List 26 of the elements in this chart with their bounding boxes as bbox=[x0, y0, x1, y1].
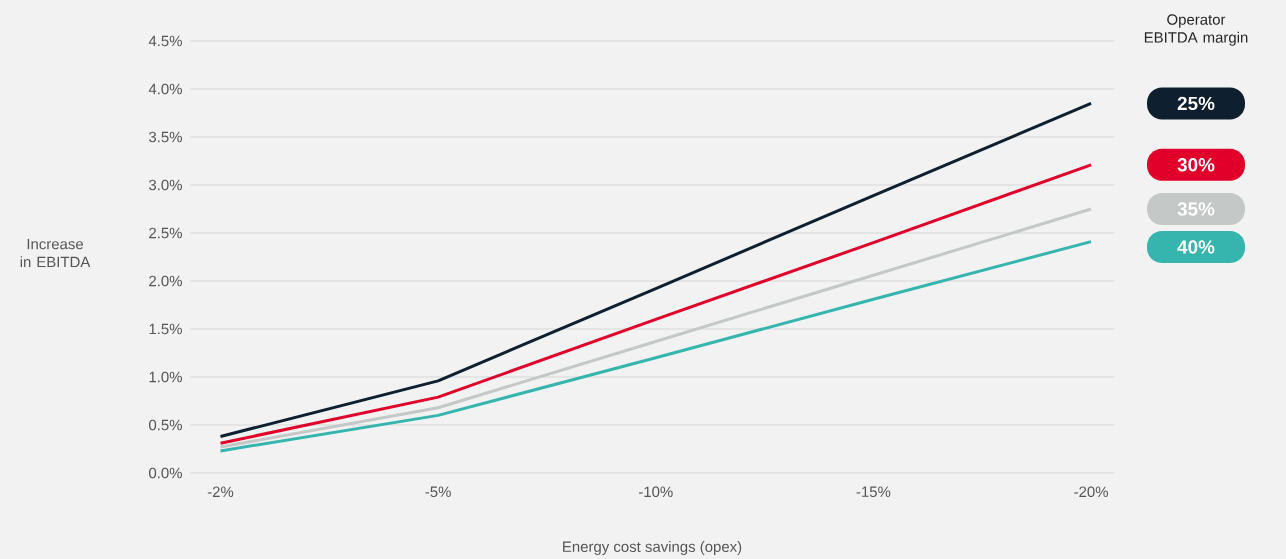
y-tick-label: 3.5% bbox=[148, 131, 182, 143]
y-tick-label: 3.0% bbox=[148, 179, 182, 191]
y-tick-label: 0.5% bbox=[149, 419, 182, 431]
y-tick-label: 2.5% bbox=[149, 227, 182, 239]
text: 40% bbox=[1177, 240, 1215, 254]
text: 25% bbox=[1177, 96, 1215, 111]
line-series bbox=[218, 101, 1093, 438]
x-tick-label: -15% bbox=[856, 486, 891, 498]
text: 35% bbox=[1177, 202, 1215, 216]
text: 30% bbox=[1177, 158, 1215, 172]
y-tick-label: 4.5% bbox=[148, 35, 182, 47]
line-series bbox=[218, 163, 1093, 445]
y-axis-title: Increase in EBITDA bbox=[20, 238, 91, 268]
x-tick-label: -20% bbox=[1074, 486, 1108, 498]
y-tick-label: 1.5% bbox=[149, 323, 182, 335]
y-tick-label: 2.0% bbox=[149, 275, 182, 287]
line-series bbox=[218, 207, 1093, 449]
legend-title: Operator EBITDA margin bbox=[1144, 14, 1248, 46]
y-tick-label: 1.0% bbox=[149, 371, 182, 383]
x-tick-label: -5% bbox=[425, 486, 451, 498]
x-tick-label: -10% bbox=[638, 486, 673, 498]
line-series bbox=[218, 240, 1093, 453]
x-tick-label: -2% bbox=[207, 486, 234, 498]
y-tick-label: 4.0% bbox=[148, 83, 182, 95]
x-axis-title: Energy cost savings (opex) bbox=[563, 541, 742, 555]
y-tick-label: 0.0% bbox=[149, 467, 182, 479]
